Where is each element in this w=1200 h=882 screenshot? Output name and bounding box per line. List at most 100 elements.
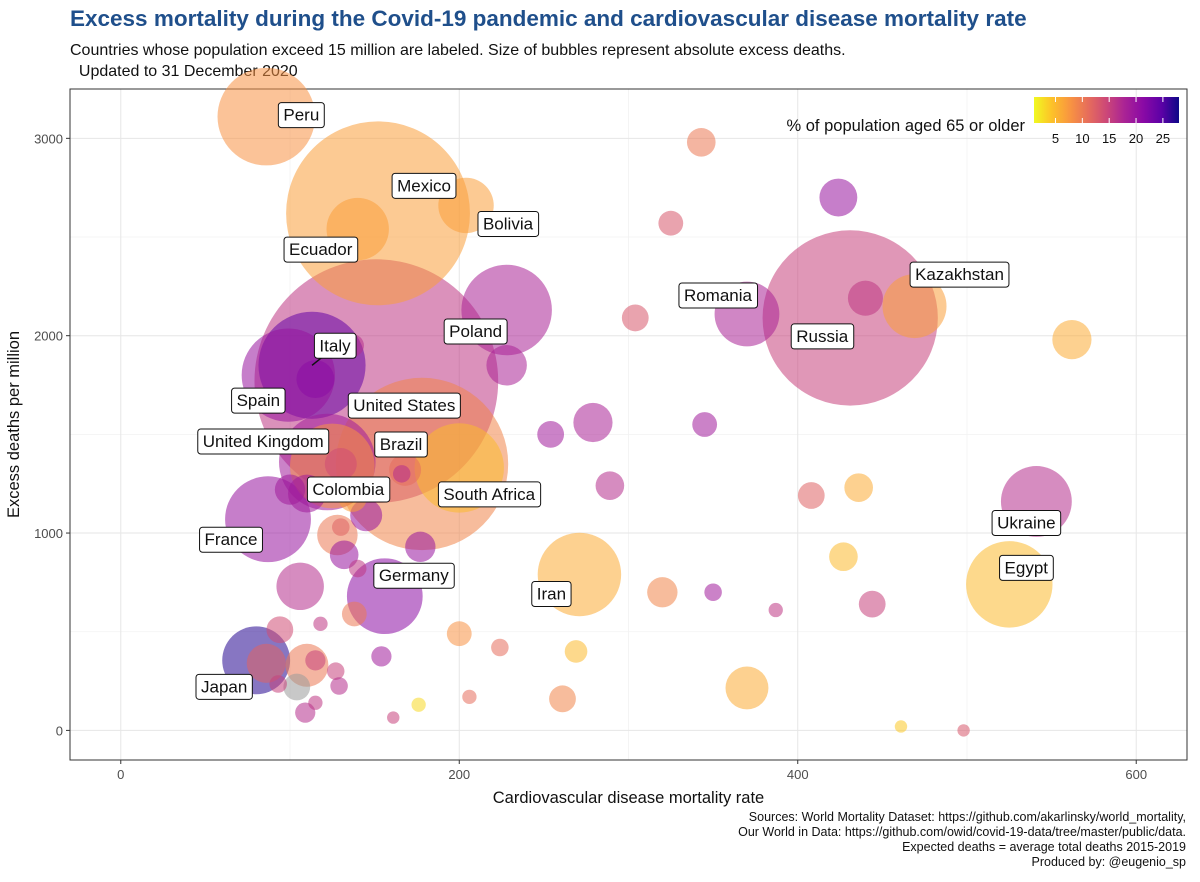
label-bolivia: Bolivia [477, 210, 540, 237]
bubble [819, 178, 858, 217]
bubble [330, 677, 348, 695]
label-text: Brazil [380, 435, 423, 454]
bubble [847, 280, 883, 316]
label-box [306, 476, 391, 503]
label-box [197, 428, 330, 455]
bubble [686, 127, 716, 157]
bubble [411, 697, 426, 712]
label-colombia: Colombia [306, 476, 391, 503]
legend-tick-label: 15 [1102, 131, 1116, 146]
bubble [341, 601, 367, 627]
bubble [266, 616, 294, 644]
caption-line: Our World in Data: https://github.com/ow… [738, 825, 1186, 839]
label-italy: Italy [311, 332, 357, 366]
bubble [276, 562, 324, 611]
x-axis-title: Cardiovascular disease mortality rate [493, 789, 764, 807]
label-text: South Africa [443, 485, 535, 504]
bubble [573, 402, 613, 443]
bubble [549, 685, 576, 713]
label-egypt: Egypt [999, 554, 1054, 581]
bubble [392, 465, 411, 483]
label-box [347, 392, 461, 419]
x-tick-label: 0 [117, 767, 124, 782]
x-tick-label: 200 [448, 767, 470, 782]
label-box [195, 673, 253, 700]
label-text: Japan [201, 677, 247, 696]
legend-tick-label: 20 [1129, 131, 1143, 146]
bubble [462, 689, 477, 705]
bubble [246, 643, 286, 683]
label-iran: Iran [531, 580, 572, 607]
bubble [537, 420, 565, 448]
label-text: United Kingdom [203, 432, 324, 451]
bubble-kazakhstan [882, 274, 947, 339]
chart-caption: Sources: World Mortality Dataset: https:… [738, 810, 1186, 870]
bubble [274, 474, 306, 505]
label-text: Romania [684, 286, 753, 305]
label-box [231, 387, 286, 414]
bubble [329, 540, 359, 570]
bubble [491, 638, 509, 657]
legend-title: % of population aged 65 or older [786, 117, 1025, 135]
label-text: Poland [449, 322, 502, 341]
label-box [531, 580, 572, 607]
label-text: Ecuador [289, 240, 353, 259]
bubble [564, 640, 588, 663]
bubble [269, 675, 287, 693]
color-legend: % of population aged 65 or older 5 10 15 20 2… [786, 97, 1179, 146]
label-ukraine: Ukraine [991, 509, 1062, 536]
axes: 0 200 400 600 0 1000 2000 3000 Cardiovascular di… [5, 131, 1147, 807]
bubble [894, 720, 908, 733]
label-box [909, 261, 1010, 288]
bubble [1052, 320, 1092, 360]
bubble [283, 673, 311, 701]
label-text: Iran [537, 584, 566, 603]
label-box [199, 526, 263, 553]
label-kazakhstan: Kazakhstan [909, 261, 1010, 288]
bubble [348, 559, 367, 578]
bubble [797, 482, 825, 509]
label-text: Peru [283, 106, 319, 125]
bubble [308, 695, 323, 710]
label-text: Kazakhstan [915, 265, 1004, 284]
chart-title: Excess mortality during the Covid-19 pan… [70, 6, 1027, 31]
label-text: Russia [796, 327, 849, 346]
x-tick-label: 600 [1125, 767, 1147, 782]
y-tick-label: 0 [56, 723, 63, 738]
plot-panel [69, 88, 1188, 761]
label-romania: Romania [678, 282, 759, 309]
bubble [704, 583, 722, 602]
bubble [725, 666, 769, 710]
label-south-africa: South Africa [437, 481, 542, 508]
label-box [999, 554, 1054, 581]
bubble [486, 345, 527, 386]
legend-tick-label: 25 [1156, 131, 1170, 146]
label-japan: Japan [195, 673, 253, 700]
bubble [326, 662, 345, 680]
label-france: France [199, 526, 263, 553]
label-text: Bolivia [483, 214, 534, 233]
chart-subtitle: Countries whose population exceed 15 mil… [70, 42, 846, 80]
label-box [283, 236, 359, 263]
bubble [844, 473, 873, 502]
bubble [595, 471, 625, 500]
bubble [829, 542, 858, 572]
label-box [437, 481, 542, 508]
y-axis-title: Excess deaths per million [5, 331, 23, 518]
label-box [374, 431, 428, 458]
label-poland: Poland [443, 318, 508, 345]
legend-tick-label: 5 [1052, 131, 1059, 146]
label-box [678, 282, 759, 309]
label-brazil: Brazil [374, 431, 428, 458]
label-germany: Germany [373, 562, 455, 589]
bubble [692, 412, 718, 437]
label-spain: Spain [231, 387, 286, 414]
bubble [405, 531, 436, 563]
caption-line: Produced by: @eugenio_sp [1031, 855, 1186, 869]
y-tick-label: 2000 [34, 329, 63, 344]
label-text: Spain [237, 391, 280, 410]
label-box [391, 172, 457, 199]
bubble [658, 210, 684, 236]
bubble [296, 360, 335, 399]
